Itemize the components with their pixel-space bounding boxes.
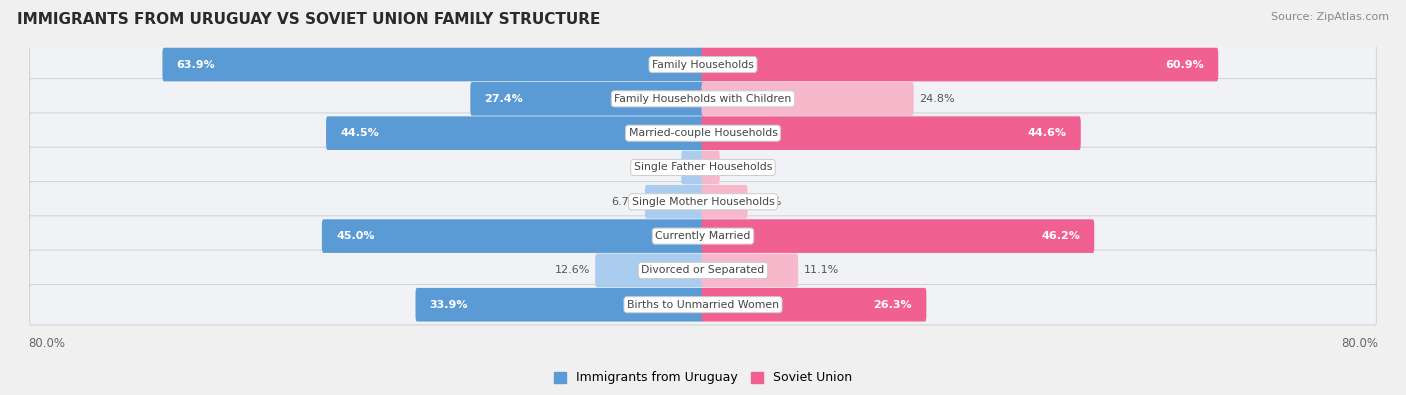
Text: 60.9%: 60.9% [1166,60,1204,70]
FancyBboxPatch shape [702,82,914,116]
FancyBboxPatch shape [30,216,1376,256]
FancyBboxPatch shape [702,48,1218,81]
Text: 11.1%: 11.1% [803,265,838,275]
Text: Family Households: Family Households [652,60,754,70]
Text: 45.0%: 45.0% [336,231,374,241]
FancyBboxPatch shape [682,150,704,184]
Text: 63.9%: 63.9% [177,60,215,70]
Text: Single Mother Households: Single Mother Households [631,197,775,207]
Text: Currently Married: Currently Married [655,231,751,241]
Text: 44.6%: 44.6% [1028,128,1067,138]
FancyBboxPatch shape [30,284,1376,325]
Text: 5.1%: 5.1% [752,197,780,207]
FancyBboxPatch shape [30,113,1376,153]
Text: Births to Unmarried Women: Births to Unmarried Women [627,300,779,310]
Text: Single Father Households: Single Father Households [634,162,772,173]
Text: 2.4%: 2.4% [648,162,676,173]
FancyBboxPatch shape [702,288,927,322]
FancyBboxPatch shape [30,250,1376,291]
Text: 80.0%: 80.0% [1341,337,1378,350]
Text: 80.0%: 80.0% [28,337,65,350]
Text: 44.5%: 44.5% [340,128,380,138]
FancyBboxPatch shape [595,254,704,287]
Text: 26.3%: 26.3% [873,300,912,310]
Text: 12.6%: 12.6% [554,265,591,275]
FancyBboxPatch shape [702,219,1094,253]
Text: 27.4%: 27.4% [485,94,523,104]
FancyBboxPatch shape [163,48,704,81]
Text: Divorced or Separated: Divorced or Separated [641,265,765,275]
FancyBboxPatch shape [322,219,704,253]
FancyBboxPatch shape [702,185,748,218]
Text: 33.9%: 33.9% [430,300,468,310]
Text: 46.2%: 46.2% [1042,231,1080,241]
FancyBboxPatch shape [30,79,1376,119]
Text: Family Households with Children: Family Households with Children [614,94,792,104]
FancyBboxPatch shape [645,185,704,218]
FancyBboxPatch shape [30,44,1376,85]
Text: Source: ZipAtlas.com: Source: ZipAtlas.com [1271,12,1389,22]
Text: 1.8%: 1.8% [725,162,754,173]
Text: 24.8%: 24.8% [920,94,955,104]
FancyBboxPatch shape [416,288,704,322]
Text: Married-couple Households: Married-couple Households [628,128,778,138]
FancyBboxPatch shape [326,117,704,150]
FancyBboxPatch shape [471,82,704,116]
Text: IMMIGRANTS FROM URUGUAY VS SOVIET UNION FAMILY STRUCTURE: IMMIGRANTS FROM URUGUAY VS SOVIET UNION … [17,12,600,27]
FancyBboxPatch shape [702,117,1081,150]
FancyBboxPatch shape [702,254,799,287]
FancyBboxPatch shape [30,182,1376,222]
FancyBboxPatch shape [702,150,720,184]
Legend: Immigrants from Uruguay, Soviet Union: Immigrants from Uruguay, Soviet Union [548,367,858,389]
Text: 6.7%: 6.7% [612,197,640,207]
FancyBboxPatch shape [30,147,1376,188]
